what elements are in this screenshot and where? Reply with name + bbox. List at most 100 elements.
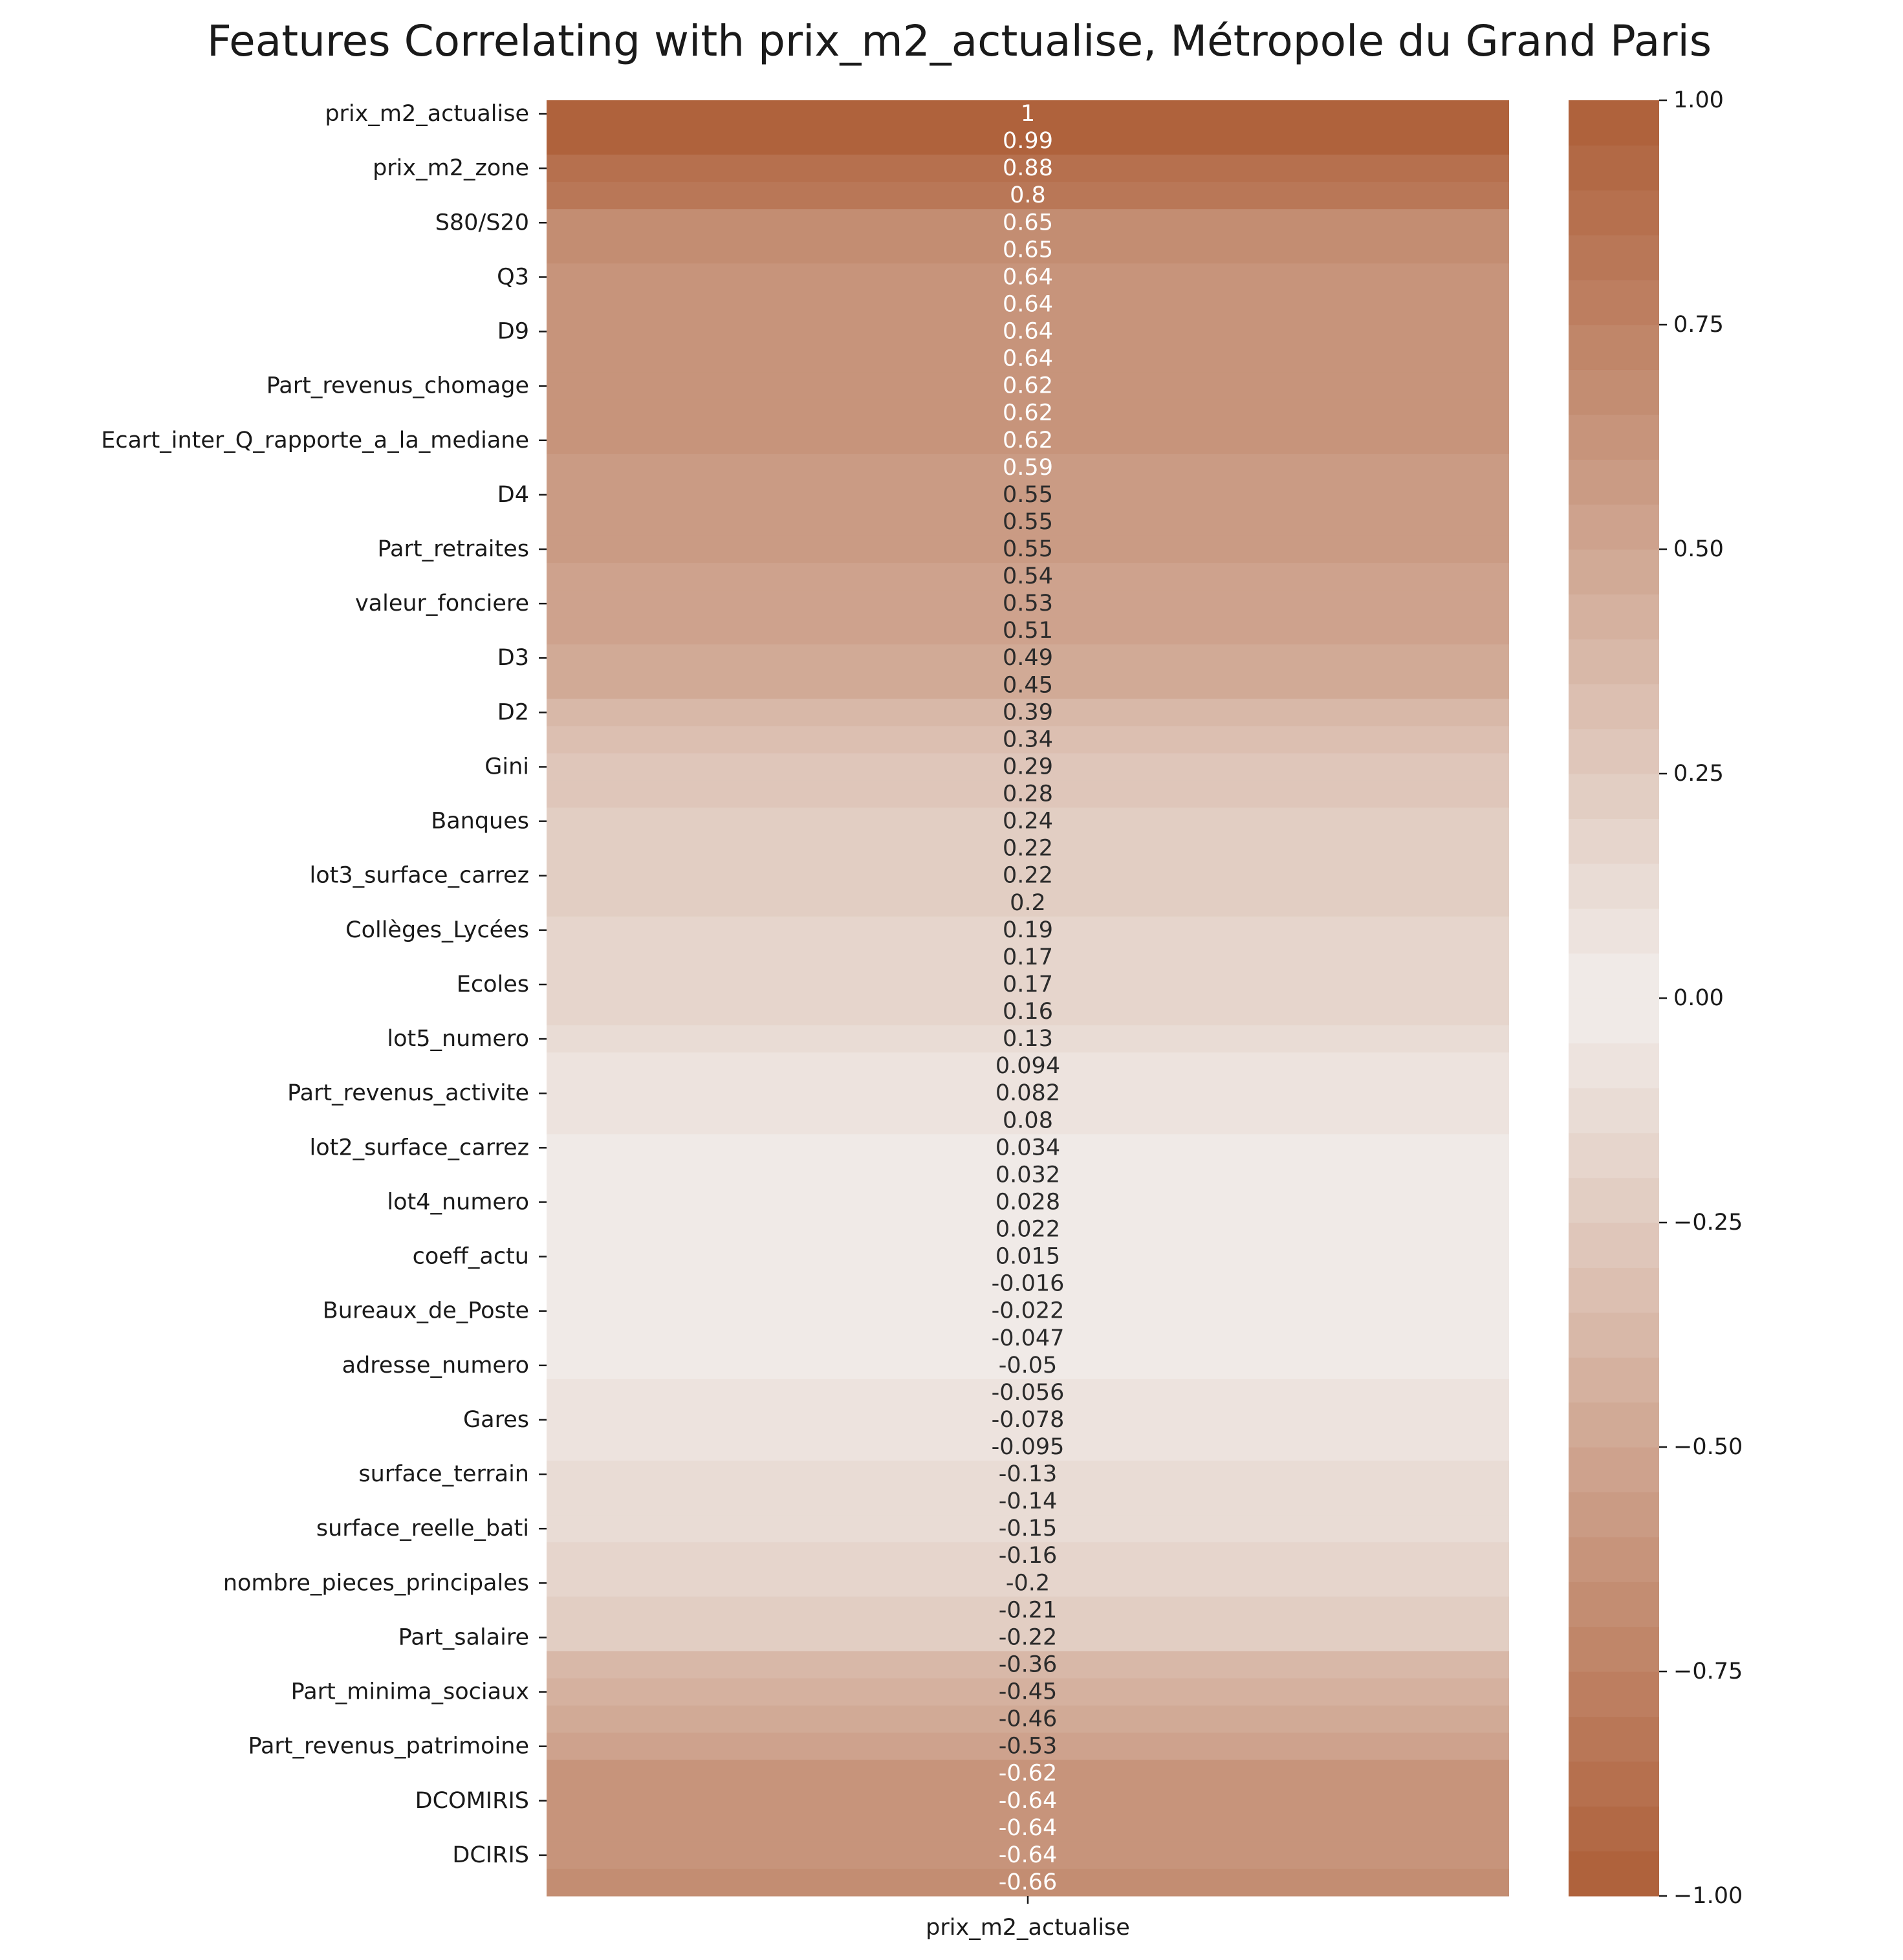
cell-value-label: 0.62 <box>1003 428 1053 453</box>
cell-value-label: 0.28 <box>1003 781 1053 807</box>
cell-value-label: 0.34 <box>1003 726 1053 752</box>
y-tick-label: lot3_surface_carrez <box>310 863 529 889</box>
y-tick-label: DCOMIRIS <box>415 1788 529 1814</box>
heatmap-cell <box>547 1569 1509 1597</box>
cell-value-label: -0.13 <box>999 1461 1058 1487</box>
heatmap-cell <box>547 1188 1509 1217</box>
cell-value-label: 0.094 <box>995 1053 1060 1079</box>
colorbar-level <box>1569 145 1659 191</box>
cell-value-label: 0.8 <box>1010 182 1046 208</box>
y-tick-label: D4 <box>497 482 529 508</box>
heatmap-cell <box>547 671 1509 699</box>
cell-value-label: 0.39 <box>1003 699 1053 725</box>
heatmap-cell <box>547 943 1509 972</box>
cell-value-label: -0.36 <box>999 1651 1058 1677</box>
colorbar-tick-label: −0.25 <box>1673 1210 1743 1236</box>
y-tick-label: Part_minima_sociaux <box>291 1679 529 1705</box>
colorbar-level <box>1569 1806 1659 1852</box>
heatmap-cell <box>547 1406 1509 1434</box>
heatmap-cell <box>547 1841 1509 1869</box>
colorbar-level <box>1569 1312 1659 1358</box>
colorbar-level <box>1569 728 1659 774</box>
cell-value-label: 0.49 <box>1003 645 1053 671</box>
colorbar-tick-label: 0.00 <box>1673 985 1724 1011</box>
cell-value-label: 0.55 <box>1003 509 1053 535</box>
y-tick-label: prix_m2_actualise <box>325 101 529 127</box>
heatmap-cell <box>547 1161 1509 1190</box>
colorbar-level <box>1569 1582 1659 1628</box>
heatmap-cell <box>547 1705 1509 1734</box>
cell-value-label: 0.65 <box>1003 237 1053 263</box>
heatmap-cell <box>547 1624 1509 1652</box>
colorbar-level <box>1569 1761 1659 1807</box>
cell-value-label: -0.047 <box>992 1325 1065 1351</box>
cell-value-label: 1 <box>1021 101 1035 127</box>
x-tick-label: prix_m2_actualise <box>926 1915 1130 1941</box>
cell-value-label: 0.64 <box>1003 264 1053 290</box>
colorbar-level <box>1569 100 1659 146</box>
cell-value-label: 0.64 <box>1003 346 1053 372</box>
heatmap-cell <box>547 753 1509 781</box>
heatmap-cell <box>547 127 1509 155</box>
y-tick-label: surface_terrain <box>358 1461 529 1487</box>
colorbar-level <box>1569 684 1659 730</box>
colorbar-level <box>1569 1043 1659 1089</box>
cell-value-label: 0.62 <box>1003 373 1053 399</box>
colorbar-tick-label: −1.00 <box>1673 1883 1743 1909</box>
cell-value-label: 0.022 <box>995 1217 1060 1243</box>
colorbar-level <box>1569 1357 1659 1403</box>
cell-value-label: 0.22 <box>1003 863 1053 889</box>
colorbar-level <box>1569 908 1659 954</box>
cell-value-label: 0.64 <box>1003 319 1053 345</box>
cell-value-label: -0.095 <box>992 1434 1065 1460</box>
y-tick-label: S80/S20 <box>435 210 529 235</box>
heatmap-cell <box>547 807 1509 836</box>
cell-value-label: -0.022 <box>992 1298 1065 1324</box>
heatmap-cell <box>547 1297 1509 1325</box>
cell-value-label: 0.19 <box>1003 917 1053 943</box>
cell-value-label: 0.17 <box>1003 972 1053 997</box>
cell-value-label: -0.64 <box>999 1815 1058 1841</box>
y-tick-label: coeff_actu <box>413 1244 529 1270</box>
colorbar-tick-label: 0.25 <box>1673 761 1724 787</box>
cell-value-label: 0.55 <box>1003 536 1053 562</box>
cell-value-label: 0.54 <box>1003 563 1053 589</box>
heatmap-cell <box>547 1732 1509 1761</box>
cell-value-label: 0.29 <box>1003 754 1053 779</box>
heatmap-cell <box>547 617 1509 645</box>
y-tick-label: D2 <box>497 699 529 725</box>
y-tick-label: Part_revenus_activite <box>287 1080 529 1106</box>
heatmap-cell <box>547 1324 1509 1353</box>
heatmap-cell <box>547 1215 1509 1244</box>
cell-value-label: 0.08 <box>1003 1107 1053 1133</box>
y-tick-label: Banques <box>431 809 529 834</box>
heatmap-cell <box>547 535 1509 563</box>
colorbar-tick-label: −0.75 <box>1673 1659 1743 1684</box>
colorbar-tick-label: −0.50 <box>1673 1434 1743 1460</box>
heatmap-cell <box>547 263 1509 292</box>
colorbar-level <box>1569 594 1659 640</box>
colorbar-level <box>1569 1177 1659 1223</box>
colorbar-level <box>1569 998 1659 1043</box>
cell-value-label: 0.99 <box>1003 128 1053 154</box>
colorbar-tick-label: 0.50 <box>1673 536 1724 562</box>
heatmap-cell <box>547 399 1509 428</box>
colorbar-level <box>1569 774 1659 819</box>
y-tick-label: Gini <box>484 754 529 779</box>
heatmap-cell <box>547 236 1509 264</box>
y-tick-label: adresse_numero <box>342 1353 529 1378</box>
cell-value-label: 0.45 <box>1003 672 1053 698</box>
colorbar-level <box>1569 279 1659 325</box>
colorbar-level <box>1569 549 1659 594</box>
colorbar-level <box>1569 1267 1659 1313</box>
heatmap-cell <box>547 998 1509 1026</box>
cell-value-label: -0.53 <box>999 1734 1058 1759</box>
colorbar-tick-label: 0.75 <box>1673 312 1724 338</box>
heatmap-cell <box>547 590 1509 618</box>
heatmap-cell <box>547 563 1509 591</box>
colorbar-ticks: 1.00 0.75 0.50 0.25 0.00 −0.25 −0.50 −0.75 −1.00 <box>1659 87 1743 1909</box>
cell-value-label: -0.21 <box>999 1597 1058 1623</box>
y-axis-ticks: prix_m2_actualise prix_m2_zone S80/S20 Q3 D9… <box>101 101 547 1868</box>
heatmap-cell <box>547 1080 1509 1107</box>
